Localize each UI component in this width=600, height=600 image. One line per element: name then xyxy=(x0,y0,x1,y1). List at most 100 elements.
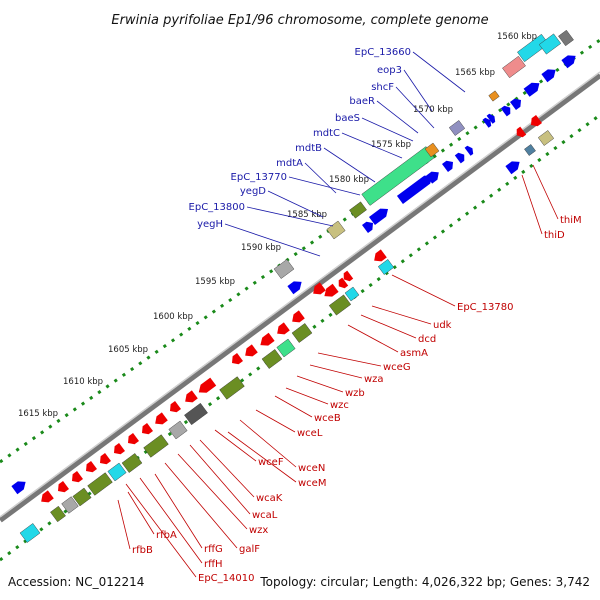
kbp-tick-label: 1560 kbp xyxy=(497,32,537,42)
reverse-gene-arrow xyxy=(169,401,181,413)
label-leader-line xyxy=(309,364,363,379)
kbp-tick-label: 1600 kbp xyxy=(153,312,193,322)
label-leader-line xyxy=(347,324,399,353)
upper-gene-labels: EpC_13660 eop3 shcF baeR baeS mdtC mdtB mdtA EpC… xyxy=(189,47,466,257)
kbp-tick-label: 1610 kbp xyxy=(63,377,103,387)
reverse-gene-arrow xyxy=(343,270,354,282)
label-leader-line xyxy=(177,453,248,530)
label-leader-line xyxy=(323,147,376,183)
cds-block xyxy=(121,453,143,473)
reverse-gene-arrow xyxy=(127,433,139,445)
cds-block xyxy=(448,120,466,136)
cds-block xyxy=(537,130,555,146)
label-leader-line xyxy=(361,117,414,142)
forward-gene-arrow xyxy=(500,105,511,117)
kbp-tick-label: 1615 kbp xyxy=(18,409,58,419)
kbp-tick-label: 1590 kbp xyxy=(241,243,281,253)
label-leader-line xyxy=(199,439,255,498)
forward-gene-arrow xyxy=(287,281,302,295)
cds-block xyxy=(517,33,549,63)
label-leader-line xyxy=(341,132,403,159)
label-leader-line xyxy=(395,86,435,129)
reverse-gene-arrow xyxy=(374,249,387,262)
gene-label: EpC_13660 xyxy=(355,47,411,58)
cds-block xyxy=(524,144,536,156)
cds-block xyxy=(107,462,127,482)
label-leader-line xyxy=(239,419,297,468)
cds-block xyxy=(61,496,79,514)
cds-block xyxy=(50,505,66,523)
reverse-gene-arrow xyxy=(71,471,83,483)
cds-block xyxy=(349,201,367,219)
gene-label: mdtB xyxy=(295,143,322,154)
cds-block xyxy=(558,29,574,47)
label-leader-line xyxy=(246,206,334,227)
cds-block xyxy=(273,259,295,279)
gene-label: dcd xyxy=(418,334,436,345)
label-leader-line xyxy=(285,387,329,405)
gc-dotted-guide-upper xyxy=(0,38,600,464)
cds-block xyxy=(502,55,526,79)
label-leader-line xyxy=(360,314,417,339)
gene-label: rffG xyxy=(204,544,223,555)
reverse-gene-arrow xyxy=(338,277,349,289)
cds-block xyxy=(261,349,283,369)
kbp-tick-label: 1580 kbp xyxy=(329,175,369,185)
label-leader-line xyxy=(267,190,324,218)
label-leader-line xyxy=(125,483,197,578)
gene-label: mdtA xyxy=(276,158,303,169)
kbp-tick-label: 1565 kbp xyxy=(455,68,495,78)
gene-label: wcaK xyxy=(256,493,283,504)
reverse-gene-arrow xyxy=(245,344,258,357)
reverse-gene-arrow xyxy=(198,377,217,393)
forward-gene-arrow xyxy=(426,171,439,184)
gc-dotted-guide-lower xyxy=(0,113,600,562)
forward-gene-arrow xyxy=(368,208,389,225)
gene-label: EpC_14010 xyxy=(198,573,254,584)
accession-text: Accession: NC_012214 xyxy=(8,575,144,589)
cds-block xyxy=(219,376,245,400)
gene-label: yegH xyxy=(197,219,223,230)
kbp-tick-label: 1575 kbp xyxy=(371,140,411,150)
reverse-gene-arrow xyxy=(85,461,97,473)
gene-label: wceN xyxy=(298,463,325,474)
label-leader-line xyxy=(391,274,456,307)
cds-block xyxy=(538,33,562,55)
forward-gene-arrow xyxy=(362,221,374,233)
gene-label: baeR xyxy=(349,96,375,107)
gene-label: wzb xyxy=(345,388,365,399)
forward-gene-arrow xyxy=(482,117,492,128)
label-leader-line xyxy=(154,473,203,549)
gene-label: shcF xyxy=(371,82,394,93)
chromosome-backbone xyxy=(0,72,600,523)
label-leader-line xyxy=(189,444,251,515)
gene-label: wceB xyxy=(314,413,341,424)
gene-label: udk xyxy=(433,320,452,331)
label-leader-line xyxy=(274,395,313,418)
gene-label: wceL xyxy=(297,428,323,439)
forward-gene-arrow xyxy=(505,161,520,175)
label-leader-line xyxy=(403,69,433,112)
label-leader-line xyxy=(164,462,238,549)
gene-label: baeS xyxy=(335,113,360,124)
gene-label: galF xyxy=(239,544,260,555)
cds-block xyxy=(488,90,500,102)
gene-label: rffH xyxy=(204,559,223,570)
reverse-gene-arrow xyxy=(231,353,243,365)
forward-gene-arrow xyxy=(561,55,576,69)
label-leader-line xyxy=(317,352,382,367)
reverse-gene-arrow xyxy=(141,423,153,435)
cds-block xyxy=(291,323,313,343)
label-leader-line xyxy=(376,100,419,134)
kbp-tick-label: 1605 kbp xyxy=(108,345,148,355)
label-leader-line xyxy=(214,429,257,462)
gene-label: yegD xyxy=(240,186,266,197)
gene-label: eop3 xyxy=(377,65,402,76)
gene-label: wza xyxy=(364,374,384,385)
reverse-gene-arrow xyxy=(155,412,168,425)
cds-block xyxy=(344,286,360,302)
gene-label: EpC_13800 xyxy=(189,202,245,213)
cds-block xyxy=(424,142,440,158)
reverse-gene-arrow xyxy=(324,283,339,297)
forward-gene-arrow xyxy=(523,82,540,97)
